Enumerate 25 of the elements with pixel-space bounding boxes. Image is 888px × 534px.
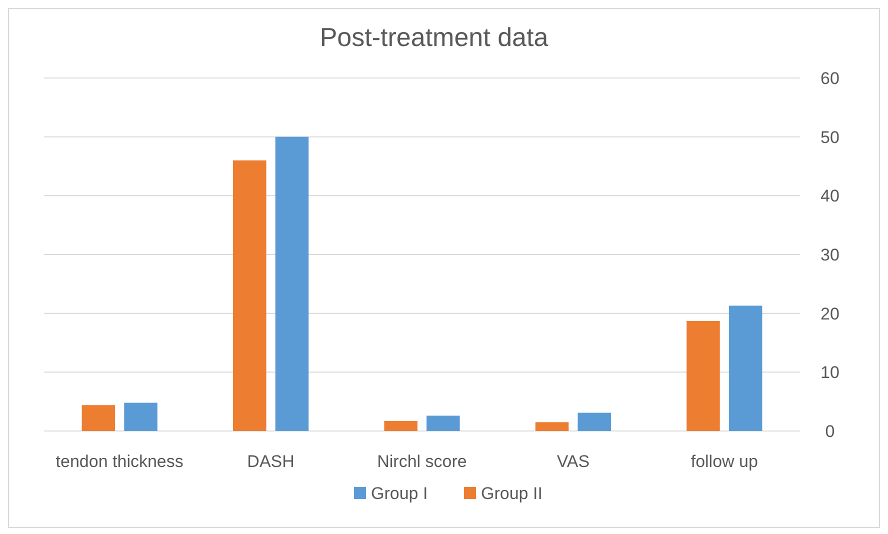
bar xyxy=(728,306,762,431)
bar xyxy=(233,160,266,431)
bar xyxy=(82,405,116,431)
y-tick-label: 10 xyxy=(820,363,840,382)
x-tick-label: Nirchl score xyxy=(377,452,467,471)
bar xyxy=(384,421,418,431)
y-tick-label: 0 xyxy=(825,422,835,441)
legend-label: Group I xyxy=(371,484,428,503)
bar xyxy=(275,136,309,431)
legend-label: Group II xyxy=(481,484,542,503)
chart-title: Post-treatment data xyxy=(320,22,549,52)
y-tick-label: 40 xyxy=(820,186,840,206)
bar xyxy=(535,422,569,431)
y-tick-label: 20 xyxy=(820,304,840,324)
bar xyxy=(578,412,611,431)
x-tick-label: DASH xyxy=(247,452,294,471)
y-tick-label: 30 xyxy=(820,245,840,264)
y-tick-label: 60 xyxy=(820,68,840,88)
x-tick-label: follow up xyxy=(690,452,758,471)
y-tick-label: 50 xyxy=(820,128,840,147)
bar xyxy=(686,320,720,431)
bar xyxy=(124,402,158,431)
x-tick-label: tendon thickness xyxy=(56,452,184,471)
bar xyxy=(426,416,460,431)
x-tick-label: VAS xyxy=(556,452,590,471)
